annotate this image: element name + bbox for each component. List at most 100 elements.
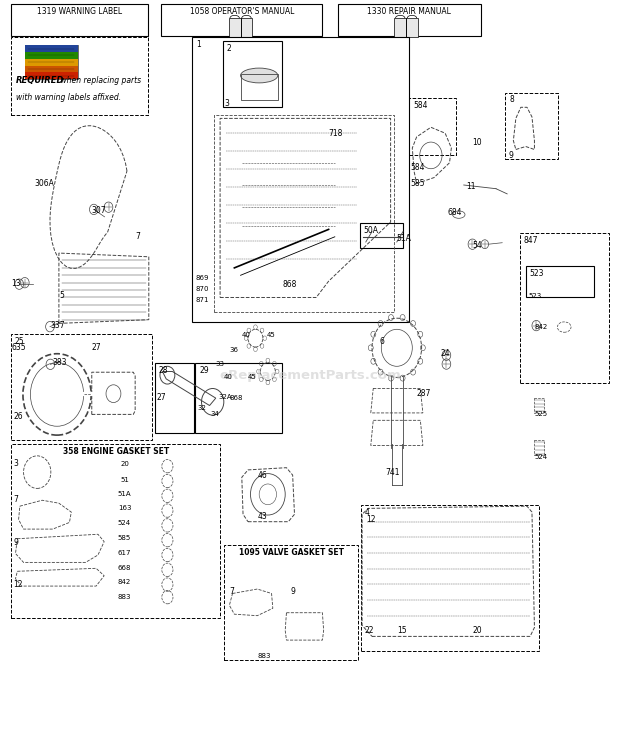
Text: 869: 869	[196, 275, 210, 281]
Text: 287: 287	[417, 389, 431, 398]
Bar	[361, 505, 539, 651]
Text: 718: 718	[329, 129, 343, 138]
Text: 3: 3	[224, 99, 229, 108]
Text: 1330 REPAIR MANUAL: 1330 REPAIR MANUAL	[367, 7, 451, 16]
Text: 46: 46	[257, 471, 267, 480]
Bar	[241, 74, 278, 100]
Bar	[338, 4, 480, 36]
Text: 32: 32	[197, 406, 206, 411]
Text: 870: 870	[196, 286, 210, 292]
Text: 33: 33	[216, 361, 225, 367]
Text: 54: 54	[472, 241, 482, 250]
Bar	[223, 41, 282, 107]
Bar	[241, 18, 252, 36]
Text: 40: 40	[242, 332, 250, 338]
Text: 584: 584	[413, 101, 427, 110]
Text: 306A: 306A	[34, 179, 54, 188]
Text: 5: 5	[59, 292, 64, 300]
Bar	[526, 266, 594, 297]
Text: 1319 WARNING LABEL: 1319 WARNING LABEL	[37, 7, 122, 16]
Text: 3: 3	[14, 460, 19, 468]
Text: 10: 10	[472, 138, 482, 147]
Bar	[394, 18, 406, 36]
Text: 11: 11	[466, 182, 476, 191]
Text: 24: 24	[440, 349, 450, 358]
Text: 1095 VALVE GASKET SET: 1095 VALVE GASKET SET	[239, 548, 344, 557]
Text: 40: 40	[223, 374, 232, 380]
Bar	[25, 45, 78, 52]
Text: with warning labels affixed.: with warning labels affixed.	[16, 92, 122, 101]
Text: 684: 684	[448, 208, 462, 217]
Bar	[155, 363, 194, 433]
Text: 12: 12	[366, 515, 375, 524]
Text: 45: 45	[267, 332, 275, 338]
Text: 668: 668	[118, 565, 131, 571]
Text: 584: 584	[410, 164, 425, 172]
Text: 15: 15	[397, 626, 407, 635]
Bar	[25, 58, 78, 66]
Text: 635: 635	[11, 343, 26, 352]
Text: 523: 523	[529, 269, 544, 278]
Text: 617: 617	[118, 550, 131, 556]
Bar	[224, 545, 358, 660]
Text: 7: 7	[14, 495, 19, 504]
Text: 12: 12	[14, 580, 23, 589]
Text: 2: 2	[227, 44, 232, 53]
Text: 741: 741	[386, 468, 400, 477]
Text: 383: 383	[53, 358, 67, 367]
Text: 45: 45	[248, 374, 257, 380]
Bar	[161, 4, 322, 36]
Text: 27: 27	[156, 393, 166, 402]
Bar	[229, 18, 241, 36]
Text: 525: 525	[534, 411, 547, 417]
Text: 585: 585	[410, 179, 425, 188]
Text: 20: 20	[472, 626, 482, 635]
Bar	[11, 37, 148, 115]
Text: REQUIRED: REQUIRED	[16, 76, 64, 85]
Text: 842: 842	[534, 324, 547, 330]
Text: 523: 523	[528, 293, 541, 299]
Text: 7: 7	[135, 232, 140, 241]
Text: 524: 524	[118, 520, 131, 526]
Text: 43: 43	[257, 512, 267, 521]
Bar	[409, 98, 456, 155]
Text: 34: 34	[211, 411, 219, 417]
Text: 29: 29	[199, 366, 209, 374]
Text: 25: 25	[15, 337, 25, 346]
Text: 307: 307	[92, 206, 107, 215]
Bar	[25, 73, 78, 79]
Bar	[11, 4, 148, 36]
Text: 51: 51	[121, 477, 130, 482]
Text: 1058 OPERATOR'S MANUAL: 1058 OPERATOR'S MANUAL	[190, 7, 294, 16]
Bar	[520, 233, 609, 383]
Bar	[25, 52, 78, 58]
Text: 22: 22	[365, 626, 374, 635]
Bar	[406, 18, 418, 36]
Text: 883: 883	[118, 594, 131, 600]
Bar	[195, 363, 282, 433]
Bar	[25, 45, 78, 79]
Ellipse shape	[241, 68, 278, 83]
Text: 868: 868	[282, 280, 296, 289]
Text: 883: 883	[257, 653, 271, 659]
Text: 8: 8	[509, 95, 514, 104]
Text: when replacing parts: when replacing parts	[58, 76, 141, 85]
Bar	[192, 37, 409, 322]
Text: 337: 337	[51, 321, 66, 330]
Text: 50A: 50A	[363, 226, 378, 235]
Text: 51A: 51A	[118, 491, 131, 497]
Bar	[360, 223, 403, 248]
Text: 871: 871	[196, 297, 210, 303]
Text: 27: 27	[92, 343, 102, 352]
Text: 32A: 32A	[218, 394, 232, 400]
Bar	[505, 92, 558, 159]
Text: 51A: 51A	[397, 234, 412, 243]
Text: 26: 26	[14, 412, 24, 421]
Bar	[11, 334, 152, 440]
Text: 1: 1	[196, 40, 201, 49]
Text: 585: 585	[118, 535, 131, 541]
Text: 9: 9	[14, 538, 19, 547]
Text: 36: 36	[229, 347, 239, 353]
Text: 6: 6	[379, 337, 384, 346]
Text: 7: 7	[229, 588, 234, 596]
